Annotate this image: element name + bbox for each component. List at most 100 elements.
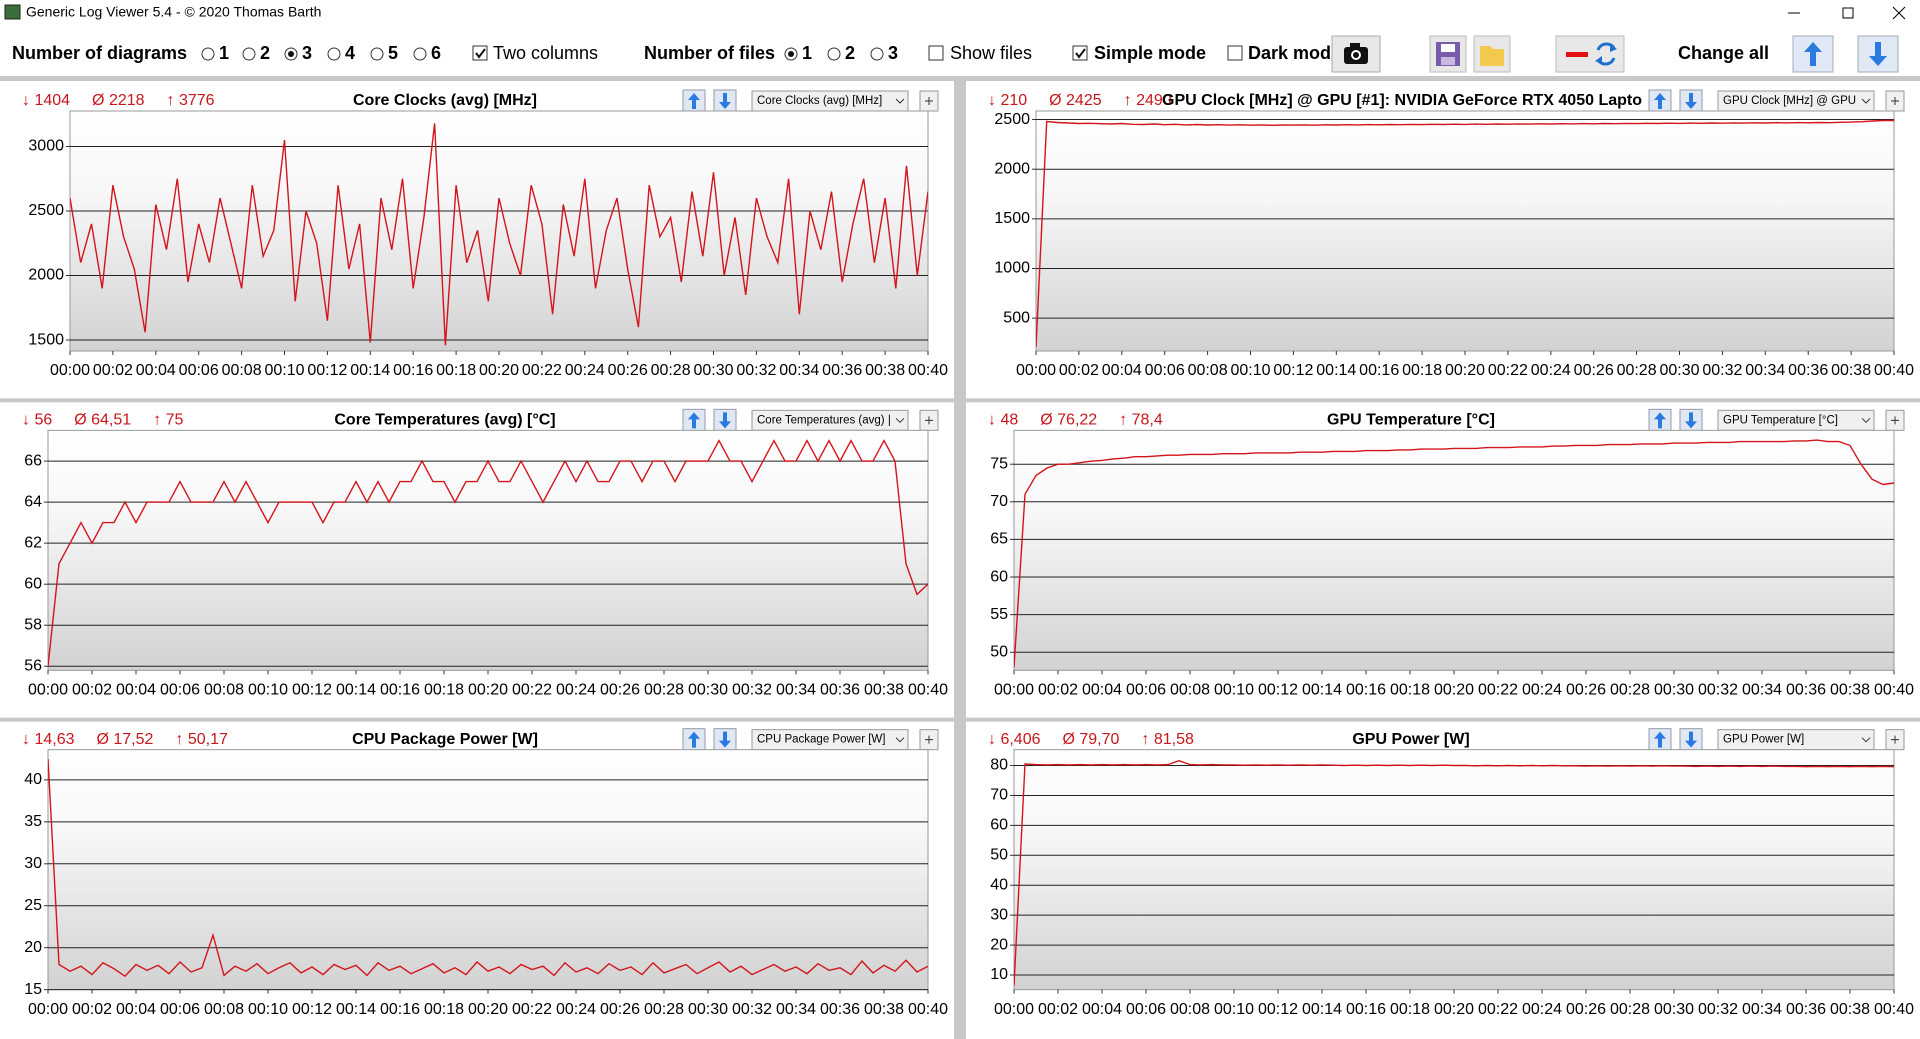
move-down-button[interactable]	[1679, 408, 1703, 432]
plot-area	[1013, 429, 1895, 671]
radio-label: 4	[345, 43, 355, 63]
radio-button[interactable]	[827, 47, 841, 61]
stat-value: ↑ 75	[153, 412, 183, 429]
move-down-button[interactable]	[713, 408, 737, 432]
channel-dropdown[interactable]: GPU Clock [MHz] @ GPU	[1717, 90, 1875, 112]
radio-button[interactable]	[327, 47, 341, 61]
save-icon	[1441, 44, 1455, 52]
y-tick-label: 62	[24, 534, 42, 551]
y-tick-label: 500	[1003, 309, 1030, 326]
add-button[interactable]	[1885, 409, 1905, 431]
screenshot-button[interactable]	[1331, 35, 1381, 73]
all-down-button[interactable]	[1857, 35, 1899, 73]
y-tick-label: 1000	[994, 260, 1030, 277]
x-tick-label: 00:10	[264, 362, 304, 379]
all-up-button[interactable]	[1792, 35, 1834, 73]
x-tick-label: 00:32	[1698, 682, 1738, 699]
x-tick-label: 00:22	[1478, 1001, 1518, 1018]
x-tick-label: 00:18	[1390, 682, 1430, 699]
x-tick-label: 00:24	[556, 682, 596, 699]
move-up-button[interactable]	[682, 728, 706, 752]
x-tick-label: 00:02	[1059, 362, 1099, 379]
save-button[interactable]	[1429, 35, 1467, 73]
show-files-checkbox[interactable]	[928, 45, 944, 61]
down-arrow-icon	[1685, 412, 1697, 429]
move-up-button[interactable]	[682, 408, 706, 432]
y-tick-label: 15	[24, 981, 42, 998]
move-down-button[interactable]	[1679, 728, 1703, 752]
simple-mode-checkbox[interactable]	[1072, 45, 1088, 61]
x-tick-label: 00:36	[1786, 682, 1826, 699]
restore-button[interactable]	[1842, 7, 1854, 19]
y-tick-label: 20	[990, 936, 1008, 953]
channel-dropdown[interactable]: Core Clocks (avg) [MHz]	[751, 90, 909, 112]
x-tick-label: 00:10	[248, 682, 288, 699]
y-tick-label: 35	[24, 813, 42, 830]
radio-dot	[288, 51, 294, 57]
channel-dropdown[interactable]: GPU Temperature [°C]	[1717, 409, 1875, 431]
move-down-button[interactable]	[1679, 89, 1703, 113]
x-tick-label: 00:26	[608, 362, 648, 379]
x-tick-label: 00:40	[908, 682, 948, 699]
x-tick-label: 00:06	[1145, 362, 1185, 379]
diagram-title: CPU Package Power [W]	[352, 731, 538, 748]
radio-label: 3	[302, 43, 312, 63]
x-tick-label: 00:28	[644, 1001, 684, 1018]
channel-dropdown[interactable]: Core Temperatures (avg) |	[751, 409, 909, 431]
x-tick-label: 00:34	[1742, 682, 1782, 699]
add-button[interactable]	[1885, 90, 1905, 112]
two-columns-checkbox[interactable]	[472, 45, 488, 61]
radio-button[interactable]	[870, 47, 884, 61]
x-tick-label: 00:02	[93, 362, 133, 379]
add-button[interactable]	[919, 90, 939, 112]
x-tick-label: 00:14	[1302, 1001, 1342, 1018]
plus-icon	[925, 416, 933, 425]
radio-button[interactable]	[413, 47, 427, 61]
swap-button[interactable]	[1555, 35, 1625, 73]
x-tick-label: 00:28	[1617, 362, 1657, 379]
radio-button[interactable]	[242, 47, 256, 61]
channel-dropdown[interactable]: CPU Package Power [W]	[751, 729, 909, 751]
y-tick-label: 56	[24, 657, 42, 674]
x-tick-label: 00:20	[1445, 362, 1485, 379]
y-tick-label: 50	[990, 643, 1008, 660]
move-down-button[interactable]	[713, 728, 737, 752]
x-tick-label: 00:16	[380, 682, 420, 699]
y-tick-label: 2000	[28, 267, 64, 284]
channel-dropdown[interactable]: GPU Power [W]	[1717, 729, 1875, 751]
x-tick-label: 00:28	[644, 682, 684, 699]
dark-mode-checkbox[interactable]	[1227, 45, 1243, 61]
close-button[interactable]	[1892, 6, 1906, 20]
move-up-button[interactable]	[1648, 728, 1672, 752]
x-tick-label: 00:14	[1302, 682, 1342, 699]
x-tick-label: 00:14	[336, 682, 376, 699]
y-tick-label: 60	[990, 568, 1008, 585]
move-up-button[interactable]	[1648, 89, 1672, 113]
stat-value: ↓ 1404	[22, 92, 70, 109]
y-tick-label: 2500	[28, 202, 64, 219]
radio-button[interactable]	[201, 47, 215, 61]
move-up-button[interactable]	[682, 89, 706, 113]
x-tick-label: 00:36	[822, 362, 862, 379]
move-down-button[interactable]	[713, 89, 737, 113]
diagram-title: Core Temperatures (avg) [°C]	[334, 412, 555, 429]
radio-button[interactable]	[370, 47, 384, 61]
change-all-label: Change all	[1678, 43, 1769, 63]
add-button[interactable]	[919, 409, 939, 431]
y-tick-label: 75	[990, 455, 1008, 472]
y-tick-label: 30	[990, 906, 1008, 923]
move-up-button[interactable]	[1648, 408, 1672, 432]
down-arrow-icon	[719, 412, 731, 429]
add-button[interactable]	[919, 729, 939, 751]
stat-value: ↑ 50,17	[175, 731, 228, 748]
x-tick-label: 00:10	[1214, 1001, 1254, 1018]
x-tick-label: 00:06	[160, 1001, 200, 1018]
x-tick-label: 00:16	[1359, 362, 1399, 379]
x-tick-label: 00:04	[1082, 1001, 1122, 1018]
x-tick-label: 00:02	[72, 1001, 112, 1018]
add-button[interactable]	[1885, 729, 1905, 751]
down-arrow-icon	[719, 93, 731, 109]
open-button[interactable]	[1473, 35, 1511, 73]
x-tick-label: 00:26	[1574, 362, 1614, 379]
